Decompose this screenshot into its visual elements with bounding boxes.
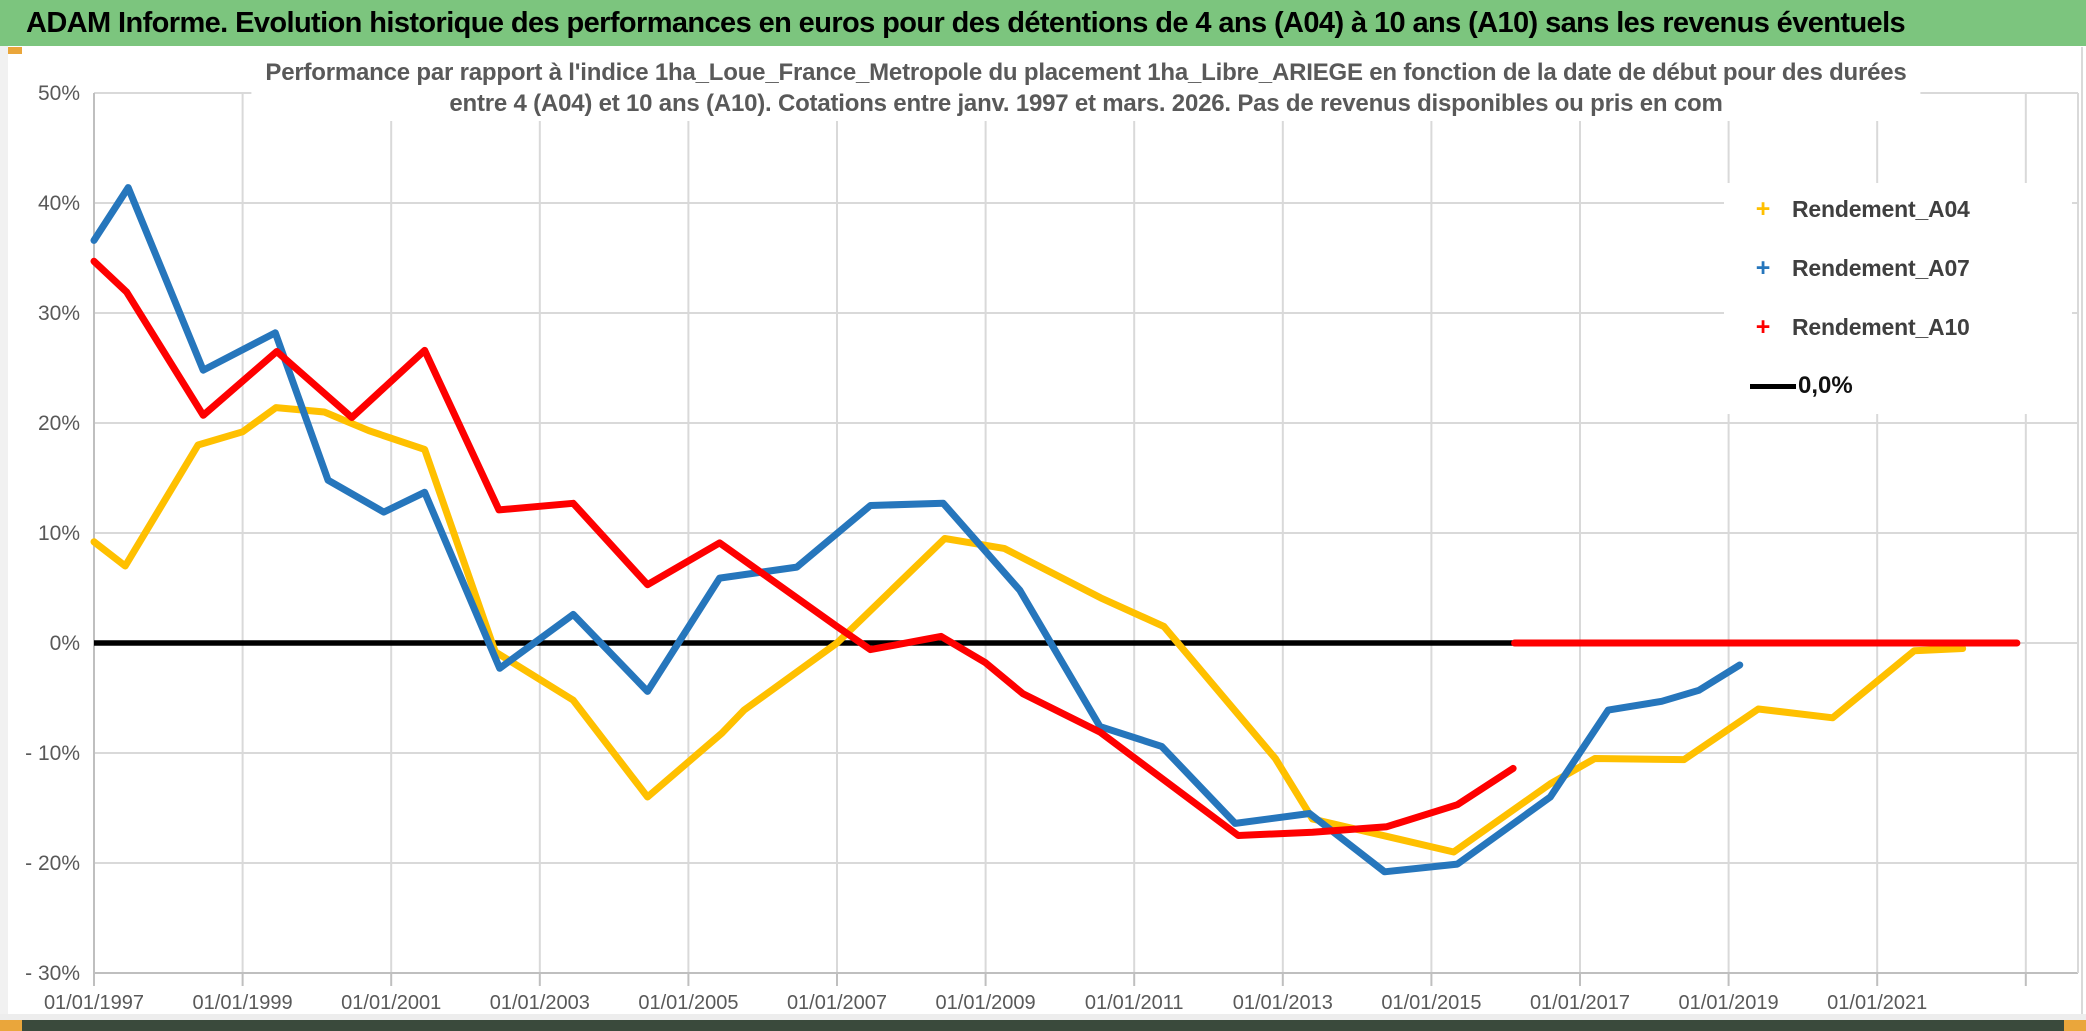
x-axis-label: 01/01/2013 — [1233, 992, 1333, 1014]
legend-item-Rendement_A04[interactable]: + Rendement_A04 — [1742, 195, 2072, 223]
y-axis-label: 20% — [38, 412, 80, 435]
legend-label: Rendement_A10 — [1792, 313, 1970, 340]
x-axis-label: 01/01/2015 — [1381, 992, 1481, 1014]
chart-title-line2: entre 4 (A04) et 10 ans (A10). Cotations… — [449, 90, 1723, 117]
x-axis-label: 01/01/2019 — [1679, 992, 1779, 1014]
y-axis-label: 40% — [38, 192, 80, 215]
series-Rendement_A10 — [90, 257, 1517, 839]
bottom-bar — [0, 1020, 2086, 1031]
left-edge-strip — [0, 46, 8, 1014]
right-edge-strip — [2081, 47, 2083, 1014]
plus-marker-icon: + — [1755, 313, 1771, 341]
plus-marker-icon: + — [1755, 254, 1771, 282]
x-axis-label: 01/01/1999 — [193, 992, 293, 1014]
plus-marker-icon: + — [1755, 195, 1771, 223]
x-axis-label: 01/01/1997 — [44, 992, 144, 1014]
bottom-right-accent — [2064, 1020, 2086, 1031]
x-axis-label: 01/01/2017 — [1530, 992, 1630, 1014]
legend-label: 0,0% — [1798, 372, 1853, 399]
x-axis-label: 01/01/2001 — [341, 992, 441, 1014]
legend-item-Rendement_A10[interactable]: + Rendement_A10 — [1742, 313, 2072, 341]
chart-title-line1: Performance par rapport à l'indice 1ha_L… — [265, 59, 1907, 86]
y-axis-label: - 30% — [25, 962, 80, 985]
y-axis-label: 30% — [38, 302, 80, 325]
footer-light-strip — [0, 1014, 2086, 1020]
y-axis-label: - 10% — [25, 742, 80, 765]
y-axis-label: - 20% — [25, 852, 80, 875]
chart-legend: + Rendement_A04 + Rendement_A07 + Rendement_A… — [1724, 183, 2072, 414]
x-axis-label: 01/01/2011 — [1085, 992, 1184, 1014]
x-axis-label: 01/01/2021 — [1827, 992, 1927, 1014]
legend-item-Rendement_A07[interactable]: + Rendement_A07 — [1742, 254, 2072, 282]
x-axis-label: 01/01/2003 — [490, 992, 590, 1014]
header-bar: ADAM Informe. Evolution historique des p… — [0, 0, 2086, 46]
top-left-accent — [0, 47, 22, 54]
chart-title: Performance par rapport à l'indice 1ha_L… — [251, 55, 1921, 121]
series-Rendement_A04 — [90, 404, 1967, 856]
y-axis-label: 10% — [38, 522, 80, 545]
legend-label: Rendement_A04 — [1792, 195, 1970, 222]
x-axis-label: 01/01/2005 — [638, 992, 738, 1014]
zero-line-swatch — [1750, 383, 1796, 389]
x-axis-label: 01/01/2007 — [787, 992, 887, 1014]
x-axis-label: 01/01/2009 — [936, 992, 1036, 1014]
page-title: ADAM Informe. Evolution historique des p… — [26, 6, 1906, 39]
legend-label: Rendement_A07 — [1792, 254, 1970, 281]
y-axis-label: 50% — [38, 82, 80, 105]
bottom-left-accent — [0, 1020, 22, 1031]
legend-item-zero-line[interactable]: 0,0% — [1742, 372, 2072, 400]
series-Rendement_A07 — [90, 184, 1744, 876]
y-axis-label: 0% — [50, 632, 80, 655]
